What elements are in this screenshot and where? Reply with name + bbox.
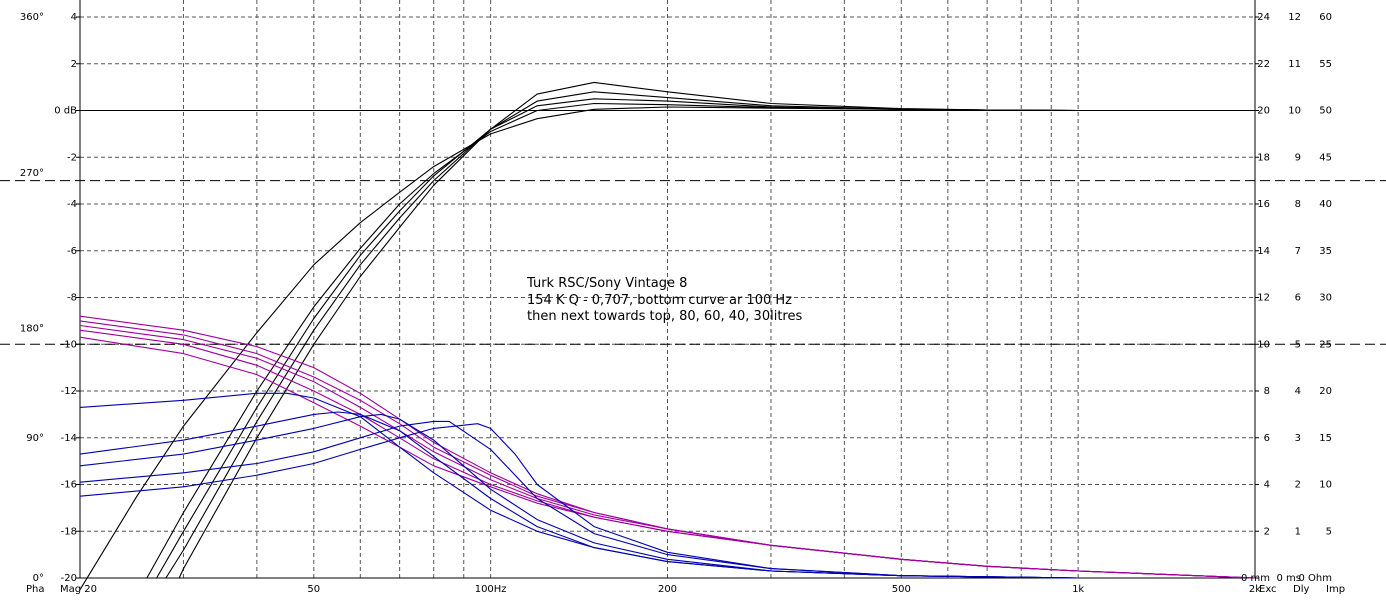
delay-tick-label: 3: [1295, 433, 1301, 444]
annotation-line-1: Turk RSC/Sony Vintage 8: [526, 276, 687, 291]
impedance-tick-label: 60: [1319, 12, 1332, 23]
delay-tick-label: 12: [1288, 12, 1301, 23]
x-tick-label: 100Hz: [475, 584, 507, 595]
annotation-line-3: then next towards top, 80, 60, 40, 30lit…: [527, 309, 802, 324]
phase-tick-label: 0°: [33, 573, 44, 584]
phase-tick-label: 90°: [26, 433, 44, 444]
series: [79, 81, 1256, 590]
y-tick-label: 4: [71, 12, 77, 23]
y-tick-label: -20: [61, 573, 77, 584]
excursion-tick-label: 20: [1257, 106, 1270, 117]
exc-label: Exc: [1259, 584, 1277, 595]
excursion-tick-label: 8: [1264, 386, 1270, 397]
delay-tick-label: 6: [1295, 293, 1301, 304]
phase-curve: [79, 336, 1256, 579]
impedance-tick-label: 15: [1319, 433, 1332, 444]
impedance-tick-label: 30: [1319, 293, 1332, 304]
y-tick-label: -2: [67, 152, 77, 163]
delay-tick-label: 4: [1295, 386, 1301, 397]
excursion-tick-label: 24: [1257, 12, 1270, 23]
x-tick-label: 50: [307, 584, 320, 595]
delay-tick-label: 1: [1295, 526, 1301, 537]
x-tick-label: 200: [658, 584, 677, 595]
delay-tick-label: 0 ms: [1277, 573, 1302, 584]
delay-tick-label: 8: [1295, 199, 1301, 210]
y-tick-label: -12: [61, 386, 77, 397]
phase-tick-label: 360°: [20, 12, 44, 23]
y-tick-label: 2: [71, 59, 77, 70]
excursion-tick-label: 4: [1264, 480, 1270, 491]
pha-label: Pha: [26, 584, 45, 595]
y-tick-label: 0 dB: [54, 106, 77, 117]
delay-tick-label: 10: [1288, 106, 1301, 117]
y-tick-label: -4: [67, 199, 77, 210]
annotation: Turk RSC/Sony Vintage 8 154 K Q - 0,707,…: [526, 276, 802, 324]
excursion-curve: [79, 413, 1079, 579]
excursion-tick-label: 18: [1257, 152, 1270, 163]
excursion-tick-label: 2: [1264, 526, 1270, 537]
x-tick-label: 500: [892, 584, 911, 595]
y-tick-label: -18: [61, 526, 77, 537]
delay-tick-label: 5: [1295, 339, 1301, 350]
impedance-tick-label: 25: [1319, 339, 1332, 350]
mag-label: Mag 20: [60, 584, 97, 595]
impedance-tick-label: 10: [1319, 480, 1332, 491]
y-tick-label: -8: [67, 293, 77, 304]
impedance-tick-label: 20: [1319, 386, 1332, 397]
y-tick-label: -6: [67, 246, 77, 257]
impedance-tick-label: 0 Ohm: [1299, 573, 1333, 584]
excursion-tick-label: 12: [1257, 293, 1270, 304]
delay-tick-label: 9: [1295, 152, 1301, 163]
y-tick-label: -10: [61, 339, 77, 350]
excursion-tick-label: 22: [1257, 59, 1270, 70]
delay-tick-label: 11: [1288, 59, 1301, 70]
delay-tick-label: 2: [1295, 480, 1301, 491]
phase-tick-label: 270°: [20, 168, 44, 179]
magnitude-curve: [178, 81, 1079, 579]
dly-label: Dly: [1293, 584, 1309, 595]
excursion-tick-label: 6: [1264, 433, 1270, 444]
bottom-labels: Pha Mag 20 Exc Dly Imp: [26, 584, 1345, 595]
impedance-tick-label: 55: [1319, 59, 1332, 70]
excursion-tick-label: 10: [1257, 339, 1270, 350]
impedance-tick-label: 45: [1319, 152, 1332, 163]
tick-labels: 420 dB-2-4-6-8-10-12-14-16-18-20360°270°…: [20, 12, 1332, 595]
y-tick-label: -14: [61, 433, 77, 444]
x-tick-label: 1k: [1072, 584, 1084, 595]
delay-tick-label: 7: [1295, 246, 1301, 257]
impedance-tick-label: 40: [1319, 199, 1332, 210]
phase-tick-label: 180°: [20, 324, 44, 335]
excursion-tick-label: 0 mm: [1241, 573, 1270, 584]
excursion-tick-label: 16: [1257, 199, 1270, 210]
excursion-tick-label: 14: [1257, 246, 1270, 257]
excursion-curve: [79, 423, 1079, 579]
annotation-line-2: 154 K Q - 0,707, bottom curve ar 100 Hz: [527, 293, 792, 308]
imp-label: Imp: [1326, 584, 1345, 595]
impedance-tick-label: 50: [1319, 106, 1332, 117]
impedance-tick-label: 5: [1326, 526, 1332, 537]
grid: [80, 0, 1255, 579]
y-tick-label: -16: [61, 480, 77, 491]
x-tick-label: 2k: [1249, 584, 1261, 595]
impedance-tick-label: 35: [1319, 246, 1332, 257]
